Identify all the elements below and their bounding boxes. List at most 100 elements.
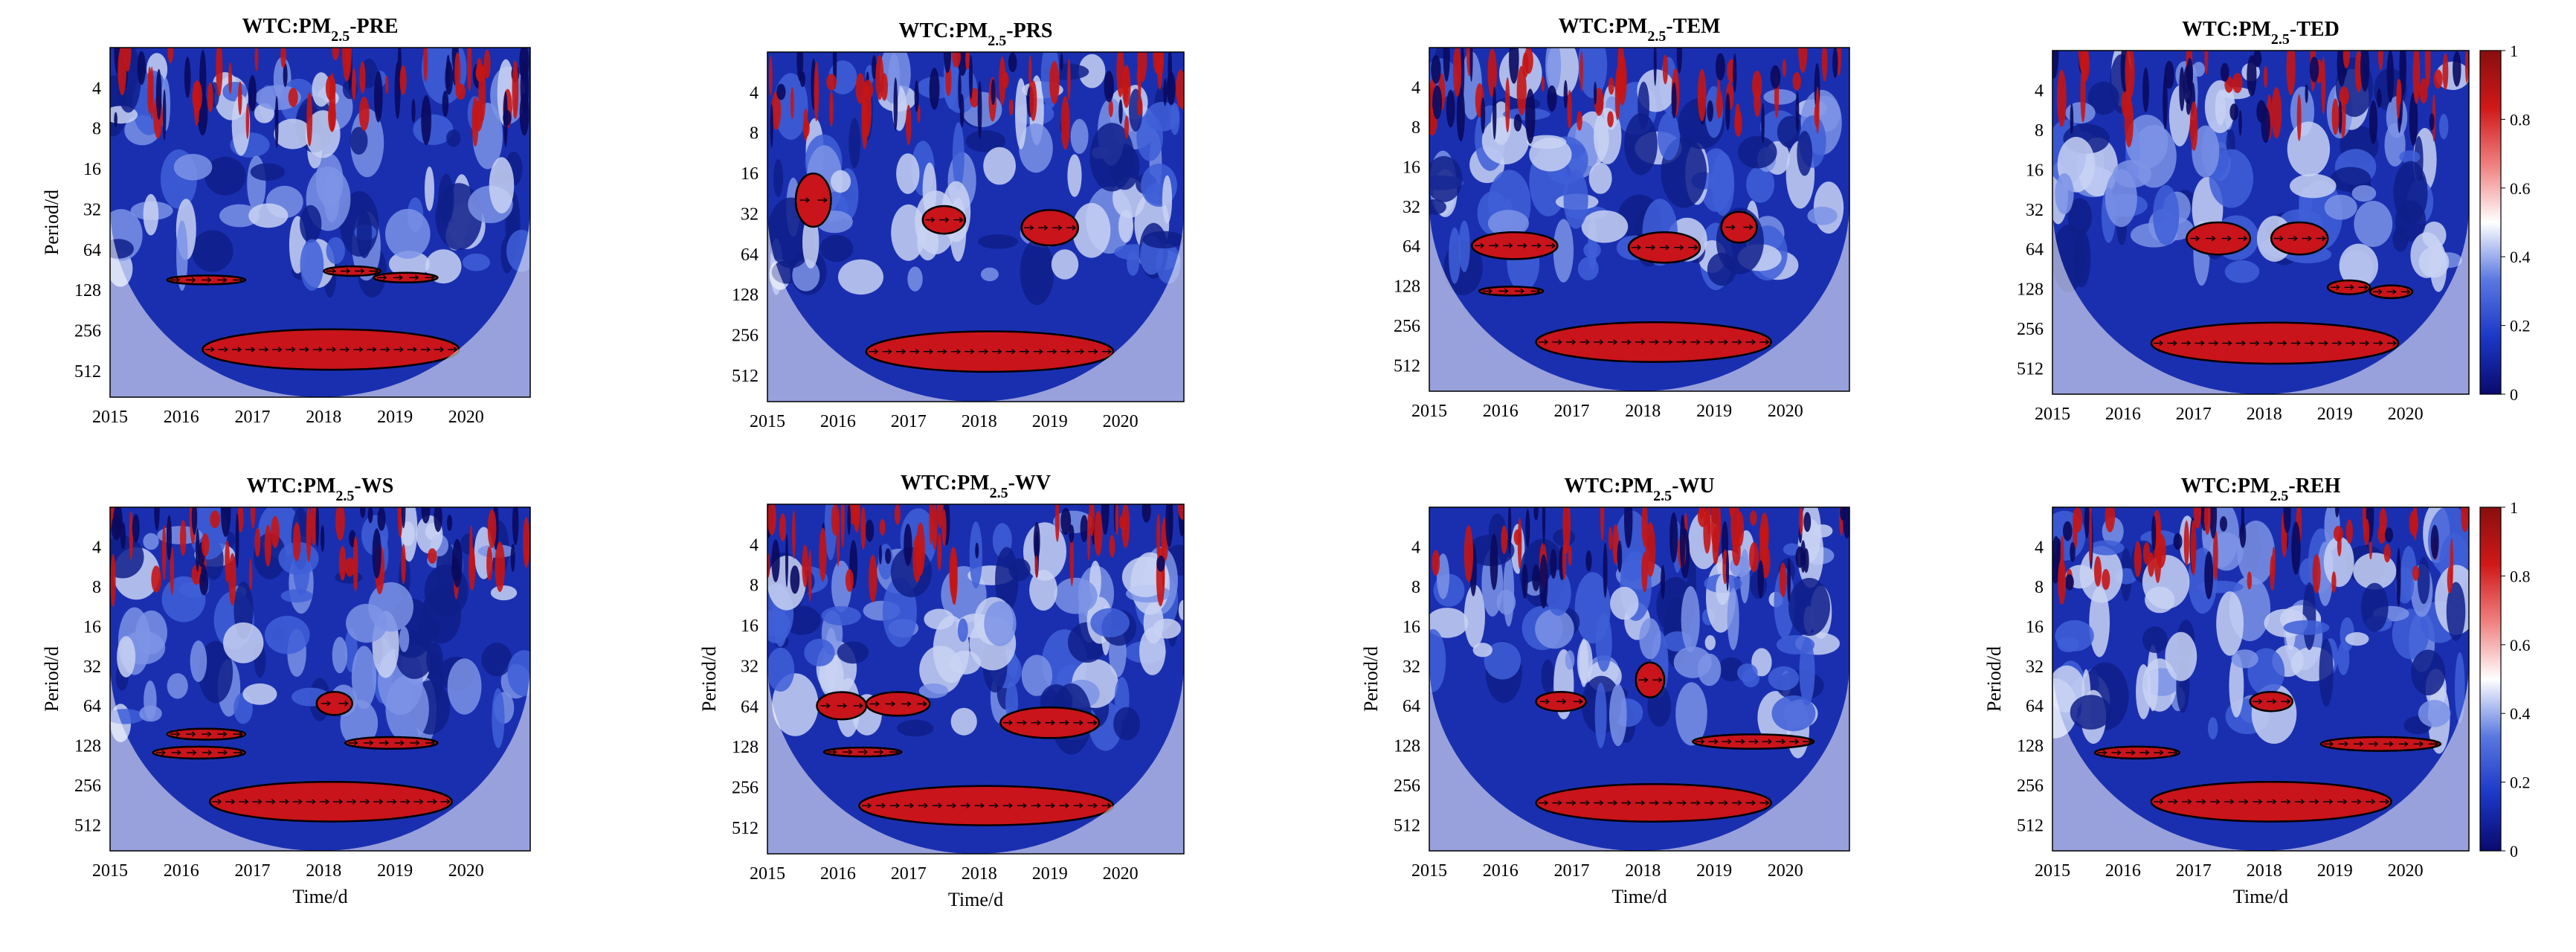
coherence-panel-tem: 4 8 16 32 64 128 256 512 2015 2016 2017 2018 2019 202… xyxy=(1394,15,1850,421)
heatmap-area xyxy=(767,52,1184,402)
colorbar-tick-label: 0.8 xyxy=(2510,567,2531,585)
y-tick-label: 32 xyxy=(83,657,101,677)
heatmap-area xyxy=(767,504,1184,854)
cone-of-influence xyxy=(1429,48,1849,391)
x-tick-label: 2019 xyxy=(1032,412,1068,431)
x-tick-label: 2017 xyxy=(2176,405,2212,424)
y-tick-label: 8 xyxy=(1411,118,1420,138)
x-tick-label: 2016 xyxy=(1483,402,1519,421)
x-tick-label: 2020 xyxy=(1103,864,1139,884)
y-tick-label: 64 xyxy=(741,698,759,717)
panel-title: WTC:PM2.5-TEM xyxy=(1559,15,1721,45)
plot-frame xyxy=(767,504,1185,855)
colorbar-tick-label: 0.2 xyxy=(2510,317,2531,335)
x-tick-label: 2016 xyxy=(820,412,856,431)
y-axis-label: Period/d xyxy=(1983,646,2005,712)
y-tick-label: 16 xyxy=(741,617,759,636)
coherence-panel-reh: 4 8 16 32 64 128 256 512 2015 2016 2017 2018 2019 202… xyxy=(1983,475,2470,907)
plot-frame xyxy=(109,506,531,852)
colorbar: 0 0.2 0.4 0.6 0.8 1 xyxy=(2479,42,2531,404)
x-tick-label: 2018 xyxy=(2247,861,2282,881)
colorbar-gradient xyxy=(2479,506,2502,852)
panel-title: WTC:PM2.5-WS xyxy=(247,475,394,504)
y-tick-label: 32 xyxy=(741,205,759,225)
cone-of-influence xyxy=(1429,507,1849,851)
y-tick-label: 256 xyxy=(1394,317,1420,336)
cone-of-influence xyxy=(110,507,530,851)
y-tick-label: 4 xyxy=(92,79,101,98)
x-tick-label: 2017 xyxy=(235,408,271,427)
x-tick-label: 2017 xyxy=(2176,861,2212,881)
y-tick-label: 16 xyxy=(83,617,101,637)
heatmap-area xyxy=(110,48,530,397)
coherence-panel-ws: 4 8 16 32 64 128 256 512 2015 2016 2017 2018 2019 202… xyxy=(41,475,531,907)
y-tick-label: 8 xyxy=(750,124,759,144)
y-tick-label: 512 xyxy=(2017,360,2044,379)
x-axis-label: Time/d xyxy=(948,889,1003,910)
coherence-panel-pre: 4 8 16 32 64 128 256 512 2015 2016 2017 2018 2019 202… xyxy=(41,15,531,427)
panel-title: WTC:PM2.5-WV xyxy=(901,472,1051,501)
x-tick-label: 2015 xyxy=(750,412,785,431)
panel-title: WTC:PM2.5-PRS xyxy=(899,19,1053,49)
x-tick-label: 2016 xyxy=(820,864,856,884)
x-tick-label: 2019 xyxy=(377,861,413,881)
x-tick-label: 2018 xyxy=(1625,861,1661,881)
y-tick-label: 128 xyxy=(1394,737,1420,756)
coherence-panel-ted: 4 8 16 32 64 128 256 512 2015 2016 2017 2018 2019 202… xyxy=(2017,18,2470,424)
y-tick-label: 128 xyxy=(1394,277,1420,297)
x-tick-label: 2019 xyxy=(1696,402,1732,421)
plot-frame xyxy=(2052,506,2470,852)
colorbar-tick-label: 0.6 xyxy=(2510,636,2531,654)
y-tick-label: 4 xyxy=(1411,78,1420,97)
y-tick-label: 16 xyxy=(2026,161,2044,180)
x-tick-label: 2016 xyxy=(1483,861,1519,881)
x-tick-label: 2016 xyxy=(2105,405,2141,424)
y-tick-label: 8 xyxy=(750,576,759,596)
cone-of-influence xyxy=(767,52,1184,402)
x-tick-label: 2016 xyxy=(2105,861,2141,881)
y-tick-label: 128 xyxy=(732,738,759,757)
y-tick-label: 512 xyxy=(1394,357,1420,376)
y-tick-label: 128 xyxy=(732,286,759,305)
x-tick-label: 2017 xyxy=(1554,402,1590,421)
y-tick-label: 256 xyxy=(74,322,101,341)
y-tick-label: 512 xyxy=(2017,817,2044,836)
x-axis-label: Time/d xyxy=(292,886,347,907)
coherence-panel-prs: 4 8 16 32 64 128 256 512 2015 2016 2017 2018 2019 202… xyxy=(732,19,1185,431)
x-tick-label: 2020 xyxy=(1768,402,1803,421)
y-tick-label: 512 xyxy=(732,819,759,838)
cone-of-influence xyxy=(767,504,1184,854)
y-tick-label: 32 xyxy=(2026,201,2044,220)
y-tick-label: 8 xyxy=(1411,578,1420,597)
y-tick-label: 256 xyxy=(1394,776,1420,796)
colorbar-gradient xyxy=(2479,50,2502,395)
y-tick-label: 4 xyxy=(2035,81,2044,100)
y-axis-label: Period/d xyxy=(698,646,720,712)
y-tick-label: 16 xyxy=(83,160,101,179)
panel-title: WTC:PM2.5-TED xyxy=(2182,18,2340,48)
y-axis-label: Period/d xyxy=(41,190,62,255)
x-axis-label: Time/d xyxy=(2233,886,2288,907)
y-tick-label: 4 xyxy=(750,83,759,103)
x-tick-label: 2015 xyxy=(92,861,128,881)
x-tick-label: 2019 xyxy=(377,408,413,427)
cone-of-influence xyxy=(2052,507,2469,851)
x-tick-label: 2020 xyxy=(2388,861,2424,881)
x-tick-label: 2015 xyxy=(2035,861,2070,881)
y-tick-label: 512 xyxy=(74,362,101,382)
plot-frame xyxy=(1429,47,1850,392)
y-tick-label: 32 xyxy=(1403,657,1420,677)
y-tick-label: 512 xyxy=(1394,817,1420,836)
y-tick-label: 256 xyxy=(2017,776,2044,796)
panel-title: WTC:PM2.5-REH xyxy=(2181,475,2341,504)
y-tick-label: 64 xyxy=(1403,237,1420,257)
heatmap-area xyxy=(110,507,530,851)
x-tick-label: 2016 xyxy=(164,408,199,427)
y-axis-label: Period/d xyxy=(1360,646,1382,712)
x-axis-label: Time/d xyxy=(1611,886,1667,907)
x-tick-label: 2015 xyxy=(1411,861,1447,881)
x-tick-label: 2019 xyxy=(1696,861,1732,881)
colorbar-tick-label: 0.4 xyxy=(2510,704,2531,723)
x-tick-label: 2015 xyxy=(750,864,785,884)
y-tick-label: 16 xyxy=(1403,617,1420,637)
